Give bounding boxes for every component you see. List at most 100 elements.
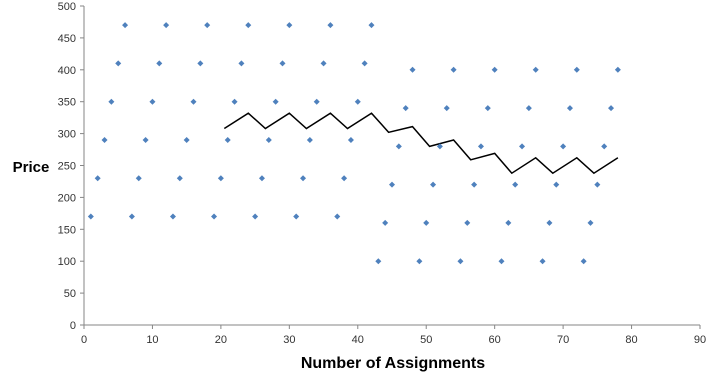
data-point	[176, 175, 183, 182]
data-point	[375, 258, 382, 265]
data-point	[204, 22, 211, 29]
data-point	[169, 213, 176, 220]
x-tick-label: 0	[81, 334, 87, 346]
x-tick-label: 10	[146, 334, 158, 346]
y-tick-label: 450	[58, 33, 76, 45]
data-point	[525, 105, 532, 112]
data-point	[334, 213, 341, 220]
data-point	[457, 258, 464, 265]
x-tick-labels: 0 10 20 30 40 50 60 70 80 90	[81, 325, 706, 346]
data-point	[587, 219, 594, 226]
data-point	[128, 213, 135, 220]
y-tick-label: 350	[58, 97, 76, 109]
y-tick-label: 250	[58, 161, 76, 173]
data-point	[142, 136, 149, 143]
data-point	[197, 60, 204, 67]
data-point	[395, 143, 402, 150]
data-point	[122, 22, 129, 29]
data-point	[423, 219, 430, 226]
data-point	[566, 105, 573, 112]
data-point	[101, 136, 108, 143]
data-point	[450, 66, 457, 73]
data-point	[149, 98, 156, 105]
data-point	[286, 22, 293, 29]
data-point	[265, 136, 272, 143]
data-point	[560, 143, 567, 150]
data-point	[94, 175, 101, 182]
data-point	[580, 258, 587, 265]
data-point	[608, 105, 615, 112]
data-point	[464, 219, 471, 226]
data-point	[327, 22, 334, 29]
data-point	[498, 258, 505, 265]
data-point	[382, 219, 389, 226]
data-point	[217, 175, 224, 182]
y-axis-label: Price	[13, 159, 50, 176]
x-tick-label: 70	[557, 334, 569, 346]
x-tick-label: 40	[352, 334, 364, 346]
data-point	[347, 136, 354, 143]
data-point	[539, 258, 546, 265]
data-point	[183, 136, 190, 143]
series-points-group	[87, 22, 621, 265]
chart-axes	[83, 6, 700, 326]
data-point	[361, 60, 368, 67]
y-tick-labels: 0 50 100 150 200 250 300 350 400 450 500	[58, 1, 84, 332]
data-point	[245, 22, 252, 29]
data-point	[279, 60, 286, 67]
data-point	[519, 143, 526, 150]
data-point	[252, 213, 259, 220]
data-point	[512, 181, 519, 188]
data-point	[231, 98, 238, 105]
data-point	[135, 175, 142, 182]
data-point	[477, 143, 484, 150]
data-point	[553, 181, 560, 188]
x-tick-label: 90	[694, 334, 706, 346]
data-point	[601, 143, 608, 150]
data-point	[115, 60, 122, 67]
data-point	[341, 175, 348, 182]
y-tick-label: 300	[58, 129, 76, 141]
data-point	[484, 105, 491, 112]
series-line-group	[223, 112, 619, 175]
data-point	[471, 181, 478, 188]
y-tick-label: 500	[58, 1, 76, 13]
data-point	[306, 136, 313, 143]
y-tick-label: 100	[58, 256, 76, 268]
x-axis-label: Number of Assignments	[301, 355, 485, 372]
data-point	[87, 213, 94, 220]
y-tick-label: 400	[58, 65, 76, 77]
data-point	[293, 213, 300, 220]
data-point	[594, 181, 601, 188]
data-point	[156, 60, 163, 67]
data-point	[163, 22, 170, 29]
x-tick-label: 60	[489, 334, 501, 346]
x-tick-label: 80	[625, 334, 637, 346]
y-tick-label: 150	[58, 224, 76, 236]
data-point	[573, 66, 580, 73]
data-point	[505, 219, 512, 226]
data-point	[190, 98, 197, 105]
series-line	[223, 112, 619, 175]
y-tick-label: 200	[58, 192, 76, 204]
data-point	[532, 66, 539, 73]
data-point	[108, 98, 115, 105]
data-point	[300, 175, 307, 182]
data-point	[238, 60, 245, 67]
data-point	[402, 105, 409, 112]
data-point	[416, 258, 423, 265]
x-tick-label: 20	[215, 334, 227, 346]
data-point	[491, 66, 498, 73]
data-point	[389, 181, 395, 188]
data-point	[320, 60, 327, 67]
data-point	[409, 66, 416, 73]
data-point	[272, 98, 279, 105]
y-tick-label: 50	[64, 288, 76, 300]
x-tick-label: 30	[283, 334, 295, 346]
data-point	[436, 143, 443, 150]
data-point	[258, 175, 265, 182]
x-tick-label: 50	[420, 334, 432, 346]
data-point	[313, 98, 320, 105]
data-point	[546, 219, 553, 226]
